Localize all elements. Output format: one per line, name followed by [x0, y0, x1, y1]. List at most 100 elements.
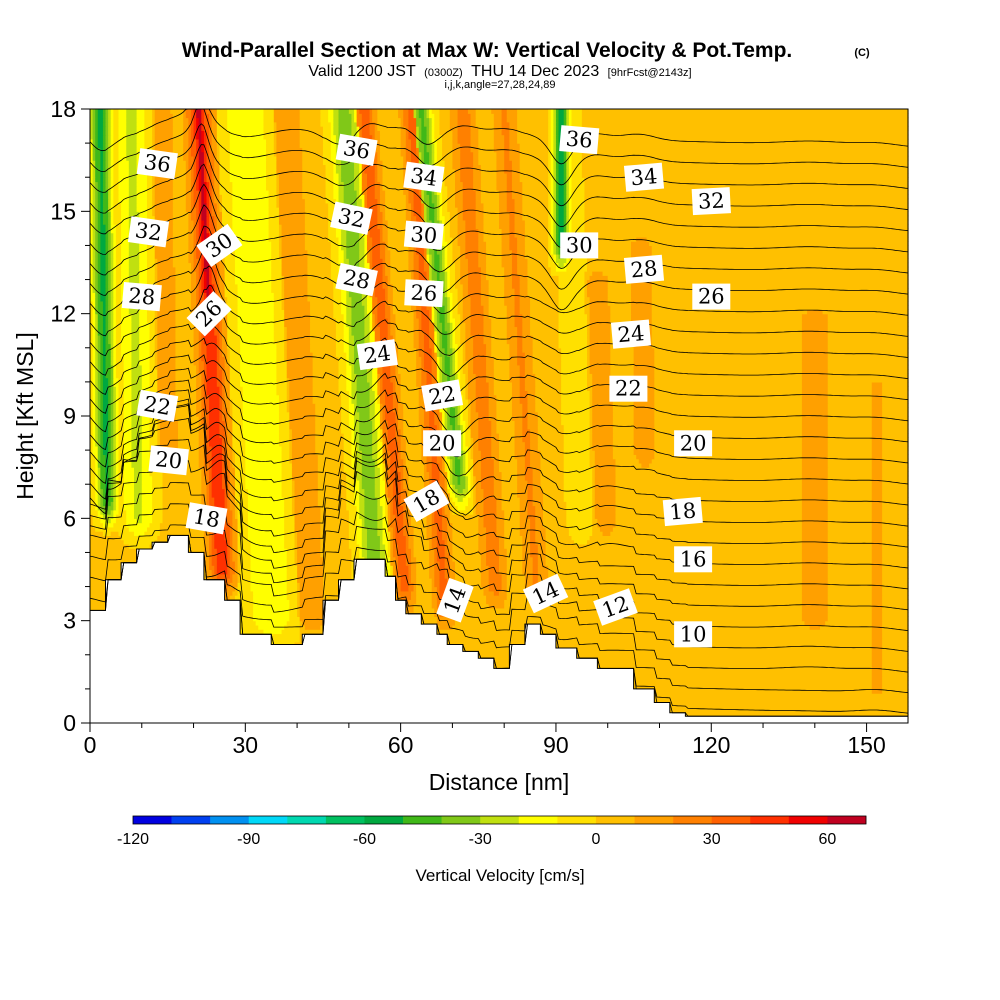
velocity-cell: [405, 607, 415, 613]
velocity-cell: [227, 352, 231, 357]
velocity-cell: [594, 450, 614, 455]
velocity-cell: [113, 488, 117, 494]
velocity-cell: [589, 369, 611, 374]
velocity-cell: [421, 377, 428, 383]
velocity-cell: [175, 398, 197, 404]
velocity-cell: [90, 407, 94, 413]
velocity-cell: [532, 573, 539, 579]
velocity-cell: [108, 416, 112, 421]
velocity-cell: [421, 322, 430, 328]
velocity-cell: [372, 424, 376, 430]
velocity-cell: [97, 330, 104, 336]
velocity-cell: [615, 501, 803, 507]
velocity-cell: [281, 467, 293, 473]
velocity-cell: [141, 475, 153, 481]
velocity-cell: [517, 360, 526, 366]
velocity-cell: [827, 313, 909, 319]
velocity-cell: [209, 441, 223, 447]
velocity-cell: [97, 317, 104, 323]
velocity-cell: [452, 424, 456, 430]
velocity-cell: [543, 501, 567, 507]
velocity-cell: [491, 450, 500, 455]
velocity-cell: [284, 497, 293, 502]
velocity-cell: [90, 509, 99, 515]
velocity-cell: [431, 313, 435, 319]
velocity-cell: [341, 300, 347, 306]
velocity-cell: [90, 313, 94, 319]
velocity-cell: [315, 437, 345, 443]
velocity-cell: [229, 543, 233, 549]
velocity-cell: [460, 445, 464, 451]
velocity-cell: [198, 279, 202, 285]
velocity-cell: [198, 450, 205, 455]
velocity-cell: [157, 356, 177, 362]
velocity-cell: [377, 390, 381, 396]
velocity-cell: [102, 373, 107, 379]
velocity-cell: [496, 509, 505, 515]
velocity-cell: [462, 411, 469, 417]
velocity-cell: [201, 394, 205, 400]
velocity-cell: [392, 548, 399, 554]
velocity-cell: [871, 416, 883, 421]
velocity-cell: [154, 360, 158, 366]
velocity-cell: [504, 539, 523, 545]
velocity-cell: [405, 552, 412, 558]
velocity-cell: [359, 479, 363, 485]
velocity-cell: [801, 479, 829, 485]
velocity-cell: [113, 377, 120, 383]
velocity-cell: [530, 458, 542, 464]
velocity-cell: [203, 535, 210, 541]
velocity-cell: [299, 590, 324, 596]
velocity-cell: [457, 497, 464, 502]
velocity-cell: [612, 416, 635, 421]
velocity-cell: [454, 484, 466, 490]
velocity-cell: [519, 300, 531, 306]
velocity-cell: [126, 518, 138, 524]
velocity-cell: [372, 381, 378, 387]
velocity-cell: [801, 450, 829, 455]
velocity-cell: [467, 360, 474, 366]
velocity-cell: [416, 595, 433, 600]
velocity-cell: [346, 309, 353, 315]
velocity-cell: [426, 373, 433, 379]
velocity-cell: [514, 305, 521, 310]
velocity-cell: [561, 394, 591, 400]
velocity-cell: [121, 326, 133, 332]
velocity-cell: [457, 300, 464, 306]
velocity-cell: [423, 420, 430, 426]
velocity-cell: [592, 531, 604, 536]
velocity-cell: [364, 514, 378, 519]
velocity-cell: [154, 330, 158, 336]
velocity-cell: [157, 373, 177, 379]
velocity-cell: [113, 386, 117, 392]
velocity-cell: [493, 373, 510, 379]
velocity-cell: [398, 445, 402, 451]
velocity-cell: [589, 360, 611, 366]
velocity-cell: [90, 381, 94, 387]
velocity-cell: [480, 569, 490, 575]
velocity-cell: [587, 283, 609, 289]
velocity-cell: [882, 531, 909, 536]
velocity-cell: [90, 364, 94, 370]
velocity-cell: [504, 514, 521, 519]
velocity-cell: [97, 313, 104, 319]
velocity-cell: [400, 394, 420, 400]
velocity-cell: [131, 339, 140, 345]
velocity-cell: [532, 360, 562, 366]
velocity-cell: [115, 313, 122, 319]
velocity-cell: [105, 343, 112, 349]
forecast-info: [9hrFcst@2143z]: [608, 67, 692, 79]
velocity-cell: [514, 322, 523, 328]
velocity-cell: [633, 411, 655, 417]
velocity-cell: [216, 573, 231, 579]
velocity-cell: [460, 279, 469, 285]
velocity-cell: [90, 403, 94, 409]
velocity-cell: [429, 343, 435, 349]
velocity-cell: [382, 364, 391, 370]
velocity-cell: [444, 420, 448, 426]
velocity-cell: [97, 420, 101, 426]
velocity-cell: [447, 288, 451, 293]
velocity-cell: [149, 360, 156, 366]
velocity-cell: [801, 343, 829, 349]
velocity-cell: [203, 364, 208, 370]
